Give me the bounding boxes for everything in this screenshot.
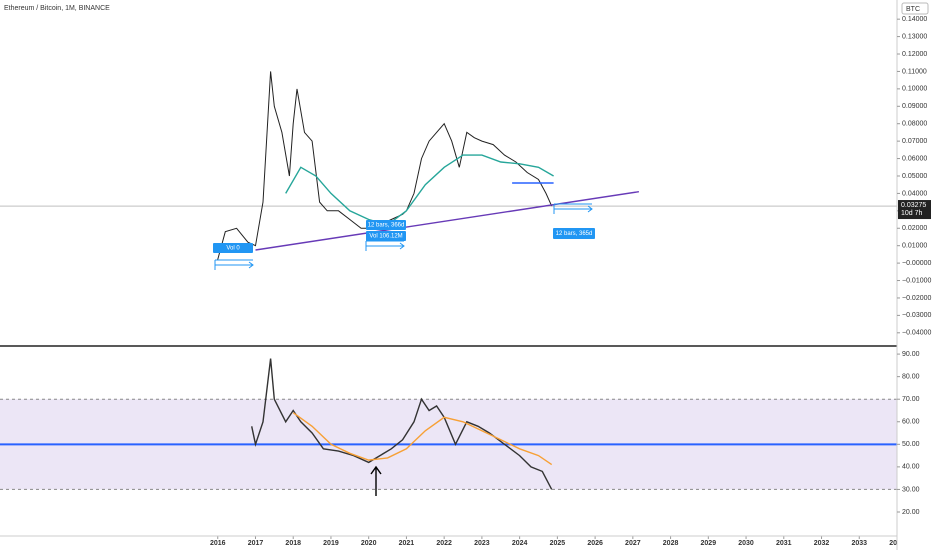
x-tick-label: 2033 (851, 540, 867, 547)
x-tick-label: 2019 (323, 540, 339, 547)
x-tick-label: 2026 (587, 540, 603, 547)
annotation: 12 bars, 366d (368, 223, 405, 229)
y-tick-label: 0.08000 (902, 121, 927, 128)
y-tick-label: 0.09000 (902, 103, 927, 110)
x-tick-label: 2031 (776, 540, 792, 547)
x-tick-label: 2027 (625, 540, 641, 547)
y-tick-label: 90.00 (902, 351, 920, 358)
x-tick-label: 2028 (663, 540, 679, 547)
date-range (553, 203, 593, 214)
countdown: 10d 7h (901, 210, 923, 217)
y-tick-label: 0.06000 (902, 155, 927, 162)
y-tick-label: 40.00 (902, 464, 920, 471)
y-tick-label: −0.00000 (902, 260, 931, 267)
annotation: 12 bars, 365d (556, 231, 593, 237)
x-tick-label: 2020 (361, 540, 377, 547)
x-tick-label: 2016 (210, 540, 226, 547)
y-tick-label: 0.13000 (902, 33, 927, 40)
arrow (370, 465, 382, 496)
annotation: Vol 0 (226, 246, 240, 252)
chart-title: Ethereum / Bitcoin, 1M, BINANCE (4, 5, 110, 12)
y-tick-label: 0.01000 (902, 243, 927, 250)
x-tick-label: 2021 (399, 540, 415, 547)
axes: −0.04000 −0.03000 −0.02000 −0.01000 −0.00000… (897, 16, 931, 516)
y-tick-label: 0.14000 (902, 16, 927, 23)
annotation-box (213, 243, 253, 253)
y-tick-label: −0.01000 (902, 277, 931, 284)
annotation: Vol 106.12M (369, 234, 402, 240)
y-tick-label: −0.03000 (902, 312, 931, 319)
x-tick-label: 2024 (512, 540, 528, 547)
annotation-box (553, 228, 595, 239)
annotation-box (366, 220, 406, 230)
y-tick-label: 20.00 (902, 509, 920, 516)
x-tick-label: 2030 (738, 540, 754, 547)
panes: 12 bars, 366d Vol 106.12M Vol 0 12 bars, 36… (0, 71, 905, 547)
currency-box (901, 2, 929, 15)
y-tick-label: 0.11000 (902, 68, 927, 75)
series-line (285, 154, 554, 226)
y-tick-label: 30.00 (902, 486, 920, 493)
y-tick-label: 0.05000 (902, 173, 927, 180)
y-tick-label: 0.12000 (902, 51, 927, 58)
y-tick-label: 70.00 (902, 396, 920, 403)
x-tick-label: 2032 (814, 540, 830, 547)
y-tick-label: 0.04000 (902, 190, 927, 197)
x-tick-label: 2029 (701, 540, 717, 547)
x-tick-label: 2018 (285, 540, 301, 547)
date-range (365, 240, 405, 251)
last-price-box (898, 200, 931, 220)
y-tick-label: 50.00 (902, 441, 920, 448)
annotation-box (366, 231, 406, 241)
y-tick-label: 0.07000 (902, 138, 927, 145)
series-line (255, 191, 640, 251)
x-tick-label: 2025 (550, 540, 566, 547)
y-tick-label: 0.10000 (902, 86, 927, 93)
y-tick-label: −0.02000 (902, 295, 931, 302)
y-tick-label: 0.02000 (902, 225, 927, 232)
series-line (292, 412, 553, 466)
last-price-label: 0.03275 (901, 202, 926, 209)
y-tick-label: −0.04000 (902, 330, 931, 337)
date-range (214, 259, 254, 270)
currency: BTC (906, 6, 920, 13)
y-tick-label: 60.00 (902, 419, 920, 426)
x-tick-label: 2017 (248, 540, 264, 547)
x-tick-label: 2022 (436, 540, 452, 547)
y-tick-label: 80.00 (902, 373, 920, 380)
price-axis-bg (897, 0, 932, 550)
x-tick-label: 2023 (474, 540, 490, 547)
